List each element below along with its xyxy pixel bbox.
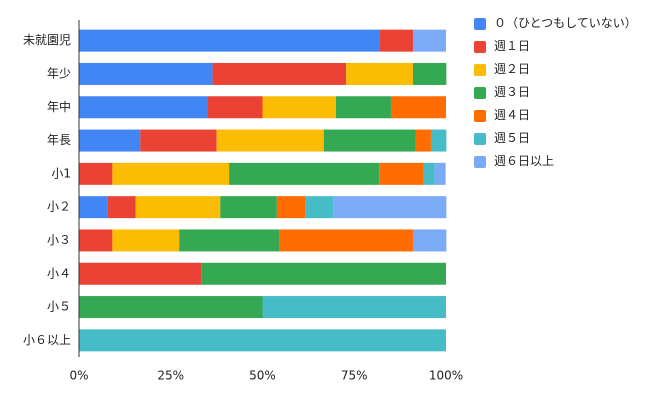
legend-label: 週６日以上 <box>494 154 555 168</box>
bar-segment <box>323 129 416 152</box>
bar-segment <box>415 129 431 152</box>
legend-swatch <box>474 87 486 99</box>
y-tick-label: 年長 <box>47 133 71 147</box>
bar-segment <box>346 62 413 85</box>
x-tick-label: 0% <box>69 369 88 383</box>
legend: ０（ひとつもしていない） 週１日週２日週３日週４日週５日週６日以上 <box>470 16 640 177</box>
bar-segment <box>207 96 263 119</box>
legend-swatch <box>474 110 486 122</box>
y-tick-label: 小６以上 <box>23 333 71 347</box>
bar-segment <box>79 96 208 119</box>
bar-segment <box>79 62 213 85</box>
bar-segment <box>79 262 202 285</box>
bar-segment <box>212 62 347 85</box>
bar-segment <box>305 196 334 219</box>
legend-swatch <box>474 156 486 168</box>
legend-label: 週５日 <box>494 131 531 145</box>
bar-segment <box>140 129 217 152</box>
bar-segment <box>335 96 391 119</box>
y-tick-label: 小1 <box>51 166 71 180</box>
bar-segment <box>112 229 180 252</box>
bar-segment <box>262 296 446 319</box>
x-tick-label: 100% <box>429 369 463 383</box>
bar-segment <box>79 29 380 52</box>
legend-item: 週２日 <box>470 62 640 77</box>
legend-label: 週３日 <box>494 85 531 99</box>
x-tick-label: 50% <box>249 369 276 383</box>
bar-segment <box>434 162 446 185</box>
legend-label: ０（ひとつもしていない） <box>494 16 637 30</box>
bar-segment <box>333 196 447 219</box>
bar-segment <box>412 229 447 252</box>
bar-segment <box>220 196 277 219</box>
legend-swatch <box>474 18 486 30</box>
bar-segment <box>430 129 447 152</box>
bar-segment <box>216 129 324 152</box>
y-tick-label: 未就園児 <box>23 33 71 47</box>
legend-item: 週６日以上 <box>470 154 640 169</box>
bar-segment <box>279 229 413 252</box>
bar-segment <box>390 96 446 119</box>
legend-label: 週２日 <box>494 62 531 76</box>
y-tick-label: 小５ <box>47 300 71 314</box>
bar-segment <box>379 29 413 52</box>
bar-segment <box>423 162 435 185</box>
bar-segment <box>79 196 108 219</box>
legend-swatch <box>474 64 486 76</box>
legend-swatch <box>474 41 486 53</box>
legend-item: ０（ひとつもしていない） <box>470 16 640 31</box>
bar-segment <box>135 196 221 219</box>
bar-segment <box>107 196 136 219</box>
bar-segment <box>276 196 306 219</box>
bar-segment <box>412 29 446 52</box>
y-tick-label: 小３ <box>47 233 71 247</box>
bar-segment <box>79 296 263 319</box>
x-tick-label: 75% <box>341 369 368 383</box>
x-tick-label: 25% <box>157 369 184 383</box>
bar-segment <box>79 162 113 185</box>
bar-segment <box>79 329 446 352</box>
legend-item: 週３日 <box>470 85 640 100</box>
legend-item: 週４日 <box>470 108 640 123</box>
bar-segment <box>179 229 280 252</box>
y-tick-label: 年少 <box>47 66 71 80</box>
bar-segment <box>262 96 336 119</box>
legend-item: 週１日 <box>470 39 640 54</box>
bar-segment <box>79 129 141 152</box>
bar-segment <box>412 62 447 85</box>
y-tick-label: 年中 <box>47 99 71 114</box>
y-tick-label: 小２ <box>47 200 71 214</box>
legend-item: 週５日 <box>470 131 640 146</box>
legend-label: 週１日 <box>494 39 531 53</box>
bar-segment <box>201 262 446 285</box>
bar-segment <box>112 162 230 185</box>
y-tick-label: 小４ <box>47 266 71 280</box>
legend-label: 週４日 <box>494 108 531 122</box>
bar-segment <box>229 162 380 185</box>
legend-swatch <box>474 133 486 145</box>
bar-segment <box>379 162 424 185</box>
bar-segment <box>79 229 113 252</box>
